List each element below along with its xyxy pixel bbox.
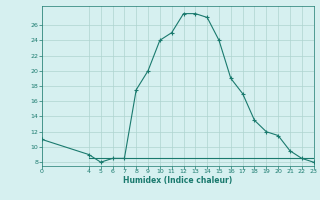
X-axis label: Humidex (Indice chaleur): Humidex (Indice chaleur) — [123, 176, 232, 185]
